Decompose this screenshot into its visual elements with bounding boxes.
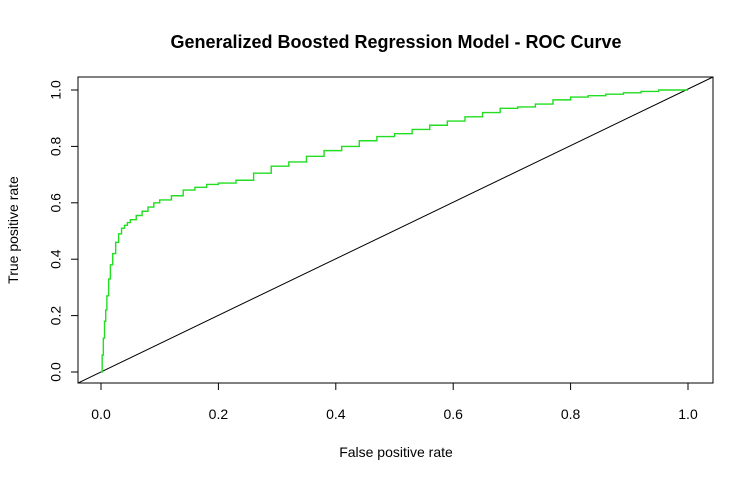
y-tick-label: 1.0 — [48, 80, 64, 100]
roc-curve-line — [101, 89, 688, 373]
plot-layer — [77, 76, 714, 384]
diagonal-reference-line — [77, 76, 714, 384]
y-tick-label: 0.8 — [48, 136, 64, 156]
x-axis: 0.0 0.2 0.4 0.6 0.8 1.0 — [91, 383, 698, 422]
x-tick-label: 0.2 — [209, 406, 229, 422]
x-tick-label: 0.0 — [91, 406, 111, 422]
chart-title: Generalized Boosted Regression Model - R… — [170, 32, 621, 52]
x-tick-label: 0.8 — [561, 406, 581, 422]
x-tick-label: 0.4 — [326, 406, 346, 422]
x-tick-label: 1.0 — [678, 406, 698, 422]
y-axis: 0.0 0.2 0.4 0.6 0.8 1.0 — [48, 80, 78, 382]
x-tick-label: 0.6 — [443, 406, 463, 422]
y-tick-label: 0.6 — [48, 193, 64, 213]
y-tick-label: 0.4 — [48, 249, 64, 269]
y-tick-label: 0.0 — [48, 362, 64, 382]
x-axis-title: False positive rate — [339, 444, 453, 460]
plot-frame — [77, 76, 714, 384]
y-axis-title: True positive rate — [5, 176, 21, 284]
y-tick-label: 0.2 — [48, 306, 64, 326]
